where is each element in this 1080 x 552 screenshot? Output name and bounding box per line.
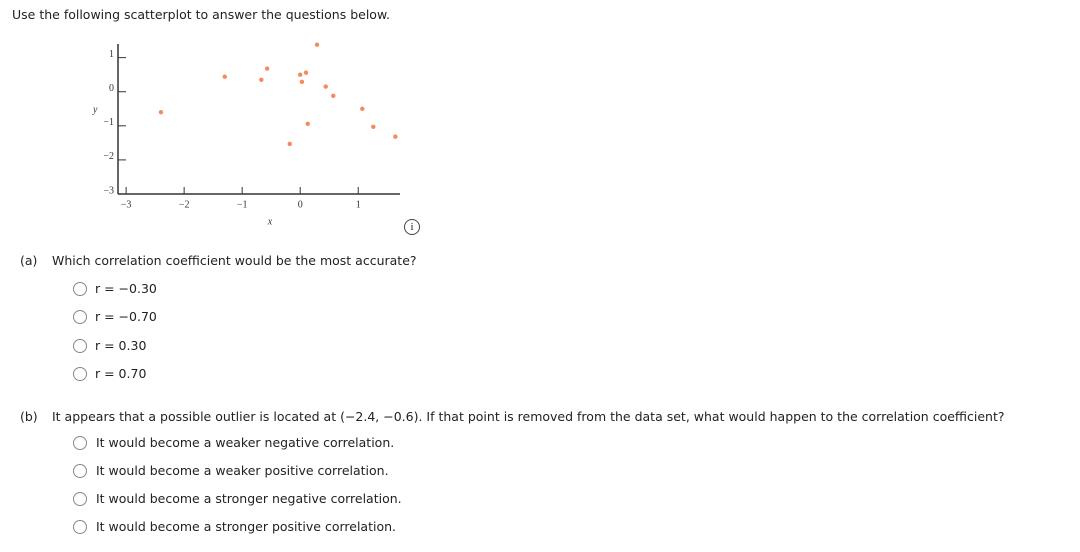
y-axis-label: y bbox=[92, 104, 98, 115]
point bbox=[371, 124, 376, 130]
option-text[interactable]: r = 0.70 bbox=[95, 365, 147, 381]
info-icon[interactable]: i bbox=[404, 219, 420, 235]
radio-button[interactable] bbox=[73, 436, 87, 450]
option-text[interactable]: It would become a weaker positive correl… bbox=[96, 463, 389, 478]
point bbox=[314, 42, 320, 47]
point bbox=[264, 66, 270, 71]
y-tick-label: 1 bbox=[109, 49, 114, 60]
x-tick-label: −3 bbox=[121, 199, 132, 210]
option-text[interactable]: It would become a stronger negative corr… bbox=[96, 491, 402, 506]
x-axis-label: x bbox=[267, 216, 273, 227]
x-tick-label: −1 bbox=[237, 199, 248, 210]
point bbox=[323, 84, 328, 89]
question-label: (b) bbox=[20, 409, 38, 424]
point bbox=[259, 77, 264, 82]
point bbox=[331, 93, 336, 99]
point bbox=[303, 70, 309, 75]
question-text: Which correlation coefficient would be t… bbox=[52, 253, 417, 268]
point bbox=[393, 134, 398, 139]
radio-button[interactable] bbox=[73, 338, 87, 353]
intro: Use the following scatterplot to answer … bbox=[12, 7, 391, 22]
question-text: It appears that a possible outlier is lo… bbox=[52, 409, 1005, 424]
radio-button[interactable] bbox=[73, 464, 87, 478]
y-tick-label: 0 bbox=[109, 83, 114, 94]
point bbox=[297, 72, 303, 77]
scatterplot: y x −3 −2 −1 0 1 −3 −2 −1 0 1 bbox=[92, 42, 400, 227]
point bbox=[305, 121, 310, 126]
point bbox=[299, 79, 305, 85]
x-tick-label: 1 bbox=[356, 199, 361, 210]
radio-button[interactable] bbox=[73, 492, 87, 506]
option-text[interactable]: It would become a stronger positive corr… bbox=[96, 519, 396, 534]
point bbox=[222, 74, 227, 79]
radio-button[interactable] bbox=[73, 366, 87, 381]
point bbox=[287, 141, 292, 147]
x-tick-label: 0 bbox=[298, 199, 303, 210]
y-tick-label: −3 bbox=[103, 185, 114, 196]
question-label: (a) bbox=[20, 253, 38, 268]
radio-button[interactable] bbox=[73, 520, 87, 534]
point bbox=[158, 109, 164, 115]
y-tick-label: −1 bbox=[103, 117, 114, 128]
option-text[interactable]: r = −0.30 bbox=[95, 281, 157, 296]
option-text[interactable]: r = 0.30 bbox=[95, 337, 147, 353]
y-tick-label: −2 bbox=[103, 151, 114, 162]
radio-button[interactable] bbox=[73, 282, 87, 296]
option-text[interactable]: It would become a weaker negative correl… bbox=[96, 435, 395, 450]
option-text[interactable]: r = −0.70 bbox=[95, 309, 157, 325]
x-tick-label: −2 bbox=[179, 199, 190, 210]
point bbox=[360, 106, 365, 111]
radio-button[interactable] bbox=[73, 310, 87, 325]
